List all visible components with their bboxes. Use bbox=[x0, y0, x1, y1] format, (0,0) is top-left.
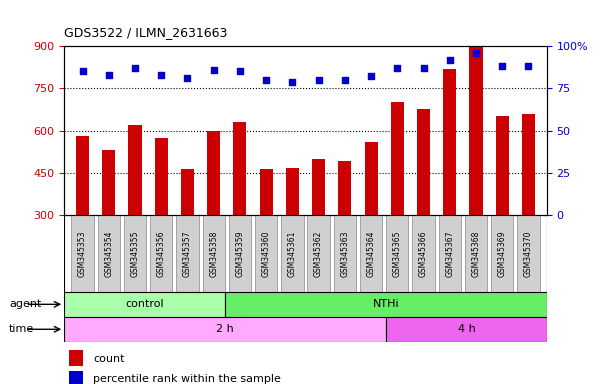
Bar bbox=[76, 136, 89, 215]
Text: GSM345359: GSM345359 bbox=[235, 230, 244, 277]
Text: GDS3522 / ILMN_2631663: GDS3522 / ILMN_2631663 bbox=[64, 26, 227, 40]
Bar bbox=[386, 317, 547, 342]
Bar bbox=[518, 215, 540, 292]
Bar bbox=[225, 292, 547, 317]
Bar bbox=[155, 139, 168, 215]
Point bbox=[183, 75, 192, 81]
Text: time: time bbox=[9, 324, 34, 334]
Text: agent: agent bbox=[9, 299, 42, 310]
Bar bbox=[465, 215, 487, 292]
Bar bbox=[181, 169, 194, 215]
Bar bbox=[334, 215, 356, 292]
Text: count: count bbox=[93, 354, 125, 364]
Text: percentile rank within the sample: percentile rank within the sample bbox=[93, 374, 281, 384]
Point bbox=[471, 50, 481, 56]
Point bbox=[235, 68, 245, 74]
Bar bbox=[207, 131, 220, 215]
Text: GSM345368: GSM345368 bbox=[472, 230, 480, 276]
Bar bbox=[128, 125, 142, 215]
Bar bbox=[443, 69, 456, 215]
Bar bbox=[522, 114, 535, 215]
Point bbox=[445, 56, 455, 63]
Text: GSM345360: GSM345360 bbox=[262, 230, 271, 277]
Point bbox=[313, 77, 323, 83]
Text: 2 h: 2 h bbox=[216, 324, 234, 334]
Text: GSM345367: GSM345367 bbox=[445, 230, 455, 277]
Bar bbox=[177, 215, 199, 292]
Text: GSM345357: GSM345357 bbox=[183, 230, 192, 277]
Point bbox=[497, 63, 507, 70]
Text: GSM345355: GSM345355 bbox=[131, 230, 139, 277]
Bar bbox=[307, 215, 330, 292]
Text: control: control bbox=[125, 299, 164, 310]
Bar bbox=[496, 116, 509, 215]
Point bbox=[156, 72, 166, 78]
Point bbox=[392, 65, 402, 71]
Bar bbox=[360, 215, 382, 292]
Bar bbox=[98, 215, 120, 292]
Point bbox=[340, 77, 349, 83]
Bar bbox=[417, 109, 430, 215]
Bar bbox=[365, 142, 378, 215]
Point bbox=[130, 65, 140, 71]
Bar bbox=[64, 317, 386, 342]
Bar bbox=[286, 168, 299, 215]
Bar bbox=[312, 159, 325, 215]
Text: 4 h: 4 h bbox=[458, 324, 475, 334]
Point bbox=[288, 78, 298, 84]
Bar bbox=[260, 169, 273, 215]
Text: GSM345354: GSM345354 bbox=[104, 230, 113, 277]
Text: GSM345361: GSM345361 bbox=[288, 230, 297, 276]
Text: GSM345363: GSM345363 bbox=[340, 230, 349, 277]
Point bbox=[104, 72, 114, 78]
Bar bbox=[64, 292, 225, 317]
Bar bbox=[412, 215, 434, 292]
Bar bbox=[469, 48, 483, 215]
Text: GSM345366: GSM345366 bbox=[419, 230, 428, 277]
Point bbox=[419, 65, 428, 71]
Point bbox=[78, 68, 87, 74]
Text: GSM345358: GSM345358 bbox=[209, 230, 218, 276]
Point bbox=[209, 67, 219, 73]
Bar bbox=[102, 150, 115, 215]
Text: GSM345353: GSM345353 bbox=[78, 230, 87, 277]
Point bbox=[262, 77, 271, 83]
Bar bbox=[338, 161, 351, 215]
Bar bbox=[255, 215, 277, 292]
Text: GSM345362: GSM345362 bbox=[314, 230, 323, 276]
Bar bbox=[229, 215, 251, 292]
Bar bbox=[233, 122, 246, 215]
Text: NTHi: NTHi bbox=[373, 299, 399, 310]
Bar bbox=[281, 215, 304, 292]
Bar bbox=[150, 215, 172, 292]
Text: GSM345365: GSM345365 bbox=[393, 230, 402, 277]
Bar bbox=[202, 215, 225, 292]
Bar bbox=[71, 215, 93, 292]
Bar bbox=[491, 215, 513, 292]
Text: GSM345369: GSM345369 bbox=[498, 230, 507, 277]
Bar bbox=[69, 350, 84, 366]
Bar bbox=[439, 215, 461, 292]
Bar bbox=[391, 103, 404, 215]
Bar bbox=[124, 215, 146, 292]
Point bbox=[366, 73, 376, 79]
Text: GSM345364: GSM345364 bbox=[367, 230, 376, 277]
Bar bbox=[386, 215, 409, 292]
Text: GSM345370: GSM345370 bbox=[524, 230, 533, 277]
Point bbox=[524, 63, 533, 70]
Text: GSM345356: GSM345356 bbox=[156, 230, 166, 277]
Bar bbox=[69, 371, 84, 384]
